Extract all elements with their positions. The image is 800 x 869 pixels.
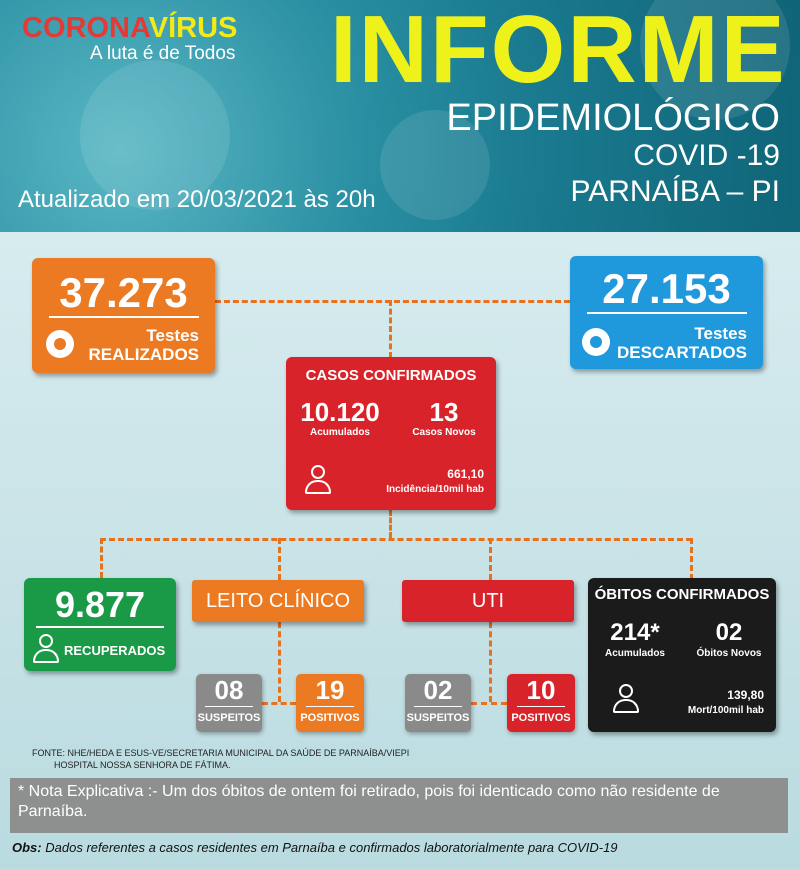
testes-descartados-label-line1: Testes	[694, 324, 747, 343]
uti-suspeitos-card: 02 SUSPEITOS	[405, 674, 471, 732]
obitos-novos-label: Óbitos Novos	[696, 648, 762, 659]
obitos-acumulados: 214* Acumulados	[592, 618, 678, 659]
casos-acumulados: 10.120 Acumulados	[292, 397, 388, 438]
logo-title-virus: VÍRUS	[148, 12, 238, 44]
page-title: INFORME	[330, 0, 787, 103]
doctor-icon	[612, 684, 640, 714]
obitos-acumulados-label: Acumulados	[604, 648, 665, 659]
divider	[586, 312, 747, 314]
testes-realizados-label-line1: Testes	[146, 326, 199, 345]
testes-descartados-value: 27.153	[602, 265, 731, 312]
leito-positivos-value: 19	[315, 675, 345, 705]
testes-descartados-card: 27.153 Testes DESCARTADOS	[570, 256, 763, 369]
connector-line	[389, 300, 392, 358]
logo-title-corona: CORONA	[22, 12, 149, 44]
source-line-1: FONTE: NHE/HEDA E ESUS-VE/SECRETARIA MUN…	[32, 748, 410, 758]
obitos-novos: 02 Óbitos Novos	[686, 618, 772, 659]
disease-label: COVID -19	[633, 139, 780, 172]
casos-novos-value: 13	[429, 397, 459, 427]
source-note: FONTE: NHE/HEDA E ESUS-VE/SECRETARIA MUN…	[32, 747, 409, 771]
virus-illustration	[640, 0, 790, 120]
testes-descartados-label-line2: DESCARTADOS	[616, 343, 747, 362]
source-line-2: HOSPITAL NOSSA SENHORA DE FÁTIMA.	[54, 760, 231, 770]
coronavirus-logo: CORONAVÍRUS A luta é de Todos	[22, 12, 237, 65]
casos-acumulados-value: 10.120	[300, 397, 380, 427]
page-subtitle: EPIDEMIOLÓGICO	[446, 97, 780, 139]
observation-text: Dados referentes a casos residentes em P…	[45, 840, 618, 855]
virus-illustration	[380, 110, 490, 220]
casos-acumulados-label: Acumulados	[309, 427, 370, 438]
divider	[306, 706, 354, 707]
casos-novos: 13 Casos Novos	[398, 397, 490, 438]
virus-illustration	[80, 60, 230, 210]
obitos-novos-value: 02	[715, 619, 743, 646]
leito-suspeitos-label: SUSPEITOS	[197, 712, 261, 724]
drop-virus-icon	[46, 330, 74, 358]
recuperados-card: 9.877 RECUPERADOS	[24, 578, 176, 671]
leito-suspeitos-value: 08	[214, 675, 244, 705]
update-timestamp: Atualizado em 20/03/2021 às 20h	[18, 186, 376, 213]
uti-positivos-value: 10	[526, 675, 556, 705]
recuperados-label: RECUPERADOS	[64, 643, 166, 658]
connector-line	[278, 538, 281, 580]
divider	[205, 706, 253, 707]
observation: Obs: Dados referentes a casos residentes…	[12, 840, 618, 855]
logo-subtitle: A luta é de Todos	[90, 43, 236, 64]
connector-line	[262, 702, 296, 705]
leito-positivos-label: POSITIVOS	[300, 712, 360, 724]
connector-line	[690, 538, 693, 580]
location-label: PARNAÍBA – PI	[570, 175, 780, 208]
connector-line	[471, 702, 507, 705]
obitos-card: ÓBITOS CONFIRMADOS 214* Acumulados 02 Ób…	[588, 578, 776, 732]
connector-line	[100, 538, 103, 578]
connector-line	[100, 538, 692, 541]
uti-positivos-label: POSITIVOS	[511, 712, 571, 724]
uti-title: UTI	[471, 590, 505, 612]
connector-line	[489, 622, 492, 702]
leito-suspeitos-card: 08 SUSPEITOS	[196, 674, 262, 732]
divider	[36, 626, 164, 628]
mortalidade: 139,80 Mort/100mil hab	[688, 688, 764, 716]
doctor-icon	[304, 465, 332, 495]
incidencia: 661,10 Incidência/10mil hab	[386, 467, 484, 495]
divider	[48, 316, 199, 318]
casos-novos-label: Casos Novos	[412, 427, 476, 438]
casos-confirmados-title: CASOS CONFIRMADOS	[305, 367, 477, 384]
explanatory-note: * Nota Explicativa :- Um dos óbitos de o…	[10, 778, 788, 833]
connector-line	[389, 510, 392, 538]
incidencia-value: 661,10	[447, 467, 484, 481]
header-banner: CORONAVÍRUS A luta é de Todos INFORME EP…	[0, 0, 800, 232]
divider	[414, 706, 462, 707]
recuperados-value: 9.877	[54, 584, 146, 625]
observation-label: Obs:	[12, 840, 42, 855]
uti-suspeitos-value: 02	[423, 675, 453, 705]
leito-clinico-card: LEITO CLÍNICO	[192, 580, 364, 622]
uti-suspeitos-label: SUSPEITOS	[406, 712, 470, 724]
testes-realizados-value: 37.273	[59, 269, 188, 316]
mortalidade-value: 139,80	[727, 688, 764, 702]
drop-virus-icon	[582, 328, 610, 356]
leito-positivos-card: 19 POSITIVOS	[296, 674, 364, 732]
testes-realizados-card: 37.273 Testes REALIZADOS	[32, 258, 215, 373]
testes-descartados-label: Testes DESCARTADOS	[617, 324, 747, 362]
testes-realizados-label: Testes REALIZADOS	[89, 326, 200, 364]
connector-line	[489, 538, 492, 580]
testes-realizados-label-line2: REALIZADOS	[88, 345, 200, 364]
doctor-icon	[32, 634, 60, 664]
uti-positivos-card: 10 POSITIVOS	[507, 674, 575, 732]
casos-confirmados-card: CASOS CONFIRMADOS 10.120 Acumulados 13 C…	[286, 357, 496, 510]
divider	[517, 706, 565, 707]
mortalidade-label: Mort/100mil hab	[687, 705, 764, 716]
obitos-acumulados-value: 214*	[610, 619, 660, 646]
uti-card: UTI	[402, 580, 574, 622]
obitos-title: ÓBITOS CONFIRMADOS	[594, 586, 770, 603]
leito-clinico-title: LEITO CLÍNICO	[205, 590, 351, 612]
connector-line	[278, 622, 281, 702]
incidencia-label: Incidência/10mil hab	[386, 484, 484, 495]
connector-line	[215, 300, 570, 303]
logo-title: CORONAVÍRUS	[22, 12, 237, 45]
